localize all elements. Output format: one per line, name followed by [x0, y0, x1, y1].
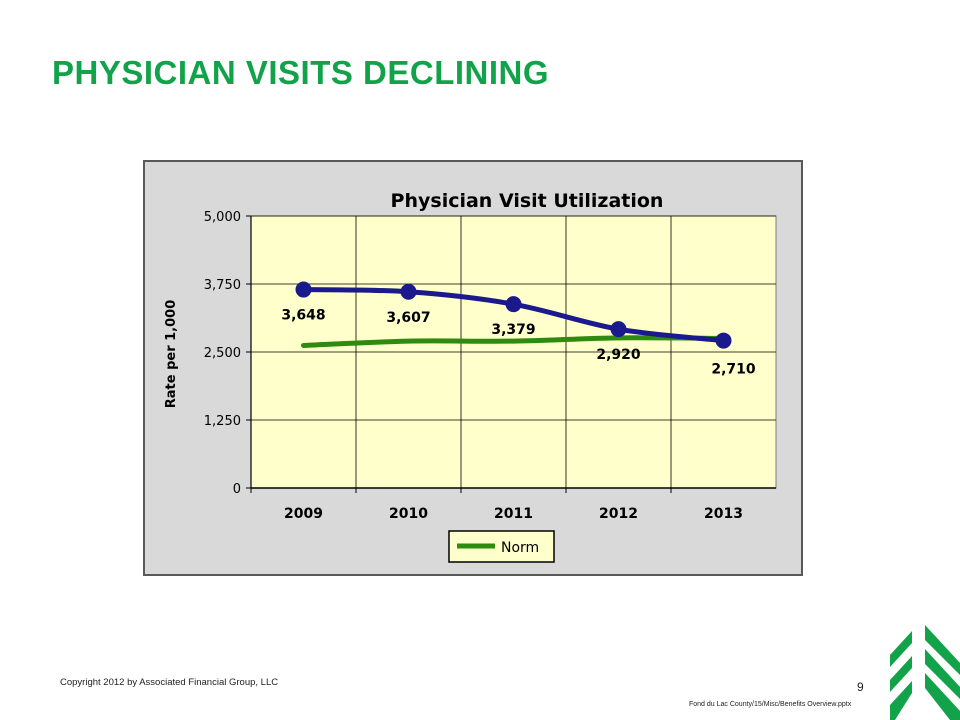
- x-tick-label: 2012: [599, 506, 638, 522]
- chart: Physician Visit Utilization 0 1,250 2,500 3…: [164, 190, 777, 563]
- x-axis-ticks: 2009 2010 2011 2012 2013: [250, 488, 743, 522]
- norm-series-line: [301, 335, 726, 348]
- legend-norm-label: Norm: [501, 540, 539, 556]
- actual-series-point: [610, 321, 627, 338]
- data-label: 2,710: [711, 362, 756, 378]
- series-group: 3,648 3,607 3,379 2,920 2,710: [281, 281, 756, 378]
- y-tick-label: 2,500: [204, 346, 241, 361]
- file-path: Fond du Lac County/15/Misc/Benefits Over…: [689, 701, 852, 708]
- y-tick-label: 3,750: [204, 278, 241, 293]
- x-tick-label: 2011: [494, 506, 533, 522]
- y-axis-label: Rate per 1,000: [164, 300, 179, 409]
- x-tick-label: 2010: [389, 506, 428, 522]
- page-number: 9: [857, 680, 864, 694]
- data-label: 2,920: [596, 347, 641, 363]
- footer-copyright: Copyright 2012 by Associated Financial G…: [60, 677, 279, 688]
- x-tick-label: 2009: [284, 506, 323, 522]
- chart-frame: Physician Visit Utilization 0 1,250 2,500 3…: [143, 160, 803, 576]
- y-axis-ticks: 0 1,250 2,500 3,750 5,000: [204, 210, 251, 497]
- y-tick-label: 1,250: [204, 414, 241, 429]
- legend: Norm: [448, 530, 555, 563]
- actual-series-point: [715, 332, 732, 349]
- data-label: 3,607: [386, 310, 430, 326]
- actual-series-point: [400, 283, 417, 300]
- actual-series-point: [295, 281, 312, 298]
- slide-title: PHYSICIAN VISITS DECLINING: [52, 54, 550, 91]
- grid: [250, 215, 776, 489]
- y-tick-label: 0: [233, 482, 241, 497]
- actual-series-point: [505, 296, 522, 313]
- green-chevron-tree-logo-icon: [890, 625, 960, 720]
- y-tick-label: 5,000: [204, 210, 241, 225]
- chart-title: Physician Visit Utilization: [391, 190, 664, 212]
- data-label: 3,379: [491, 322, 535, 338]
- data-label: 3,648: [281, 308, 325, 324]
- x-tick-label: 2013: [704, 506, 743, 522]
